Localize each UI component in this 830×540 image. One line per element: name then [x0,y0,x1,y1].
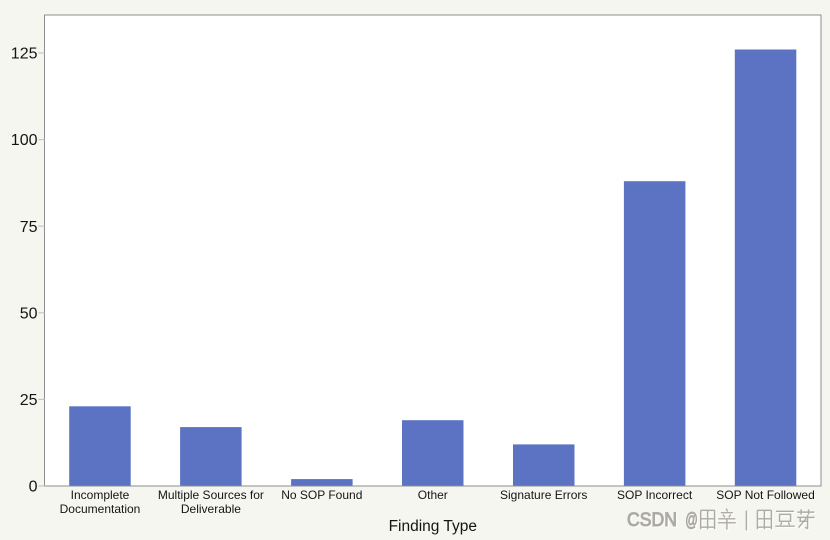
svg-text:Multiple Sources for: Multiple Sources for [158,488,264,502]
svg-text:75: 75 [20,219,38,236]
svg-text:SOP Incorrect: SOP Incorrect [617,488,693,502]
svg-text:Signature Errors: Signature Errors [500,488,587,502]
svg-text:Other: Other [418,488,448,502]
svg-text:Documentation: Documentation [60,502,141,516]
svg-text:0: 0 [29,479,38,496]
svg-text:Deliverable: Deliverable [181,502,241,516]
svg-text:100: 100 [11,132,38,149]
svg-text:SOP Not Followed: SOP Not Followed [716,488,815,502]
svg-text:50: 50 [20,305,38,322]
svg-text:125: 125 [11,46,38,63]
svg-text:No SOP Found: No SOP Found [281,488,362,502]
svg-text:Finding Type: Finding Type [389,518,477,535]
svg-text:Incomplete: Incomplete [71,488,130,502]
svg-text:25: 25 [20,392,38,409]
